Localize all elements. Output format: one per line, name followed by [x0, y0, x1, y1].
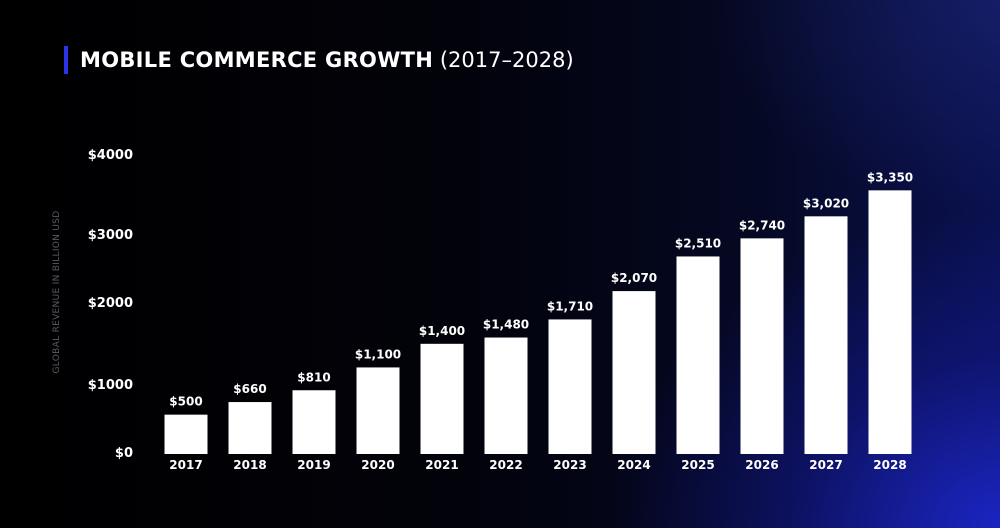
- bar-2024: [612, 291, 656, 454]
- data-label-2019: $810: [297, 370, 330, 384]
- data-label-2023: $1,710: [547, 299, 593, 313]
- x-tick-label-2026: 2026: [745, 458, 778, 472]
- chart-title-sub: (2017–2028): [439, 48, 574, 72]
- data-label-2027: $3,020: [803, 196, 849, 210]
- y-tick-label: $4000: [88, 148, 133, 163]
- data-label-2028: $3,350: [867, 170, 913, 184]
- x-tick-label-2024: 2024: [617, 458, 650, 472]
- data-label-2022: $1,480: [483, 318, 529, 332]
- data-label-2017: $500: [169, 395, 202, 409]
- bar-2017: [164, 414, 208, 454]
- data-label-2018: $660: [233, 382, 266, 396]
- bar-2019: [292, 390, 336, 454]
- bar-2028: [868, 190, 912, 455]
- bar-2022: [484, 337, 528, 454]
- y-tick-label: $2000: [88, 296, 133, 311]
- bar-2020: [356, 367, 400, 454]
- chart-title: MOBILE COMMERCE GROWTH (2017–2028): [80, 46, 574, 74]
- x-tick-label-2025: 2025: [681, 458, 714, 472]
- chart-title-main: MOBILE COMMERCE GROWTH: [80, 48, 434, 72]
- x-tick-label-2028: 2028: [873, 458, 906, 472]
- x-tick-label-2023: 2023: [553, 458, 586, 472]
- x-tick-label-2018: 2018: [233, 458, 266, 472]
- data-label-2025: $2,510: [675, 236, 721, 250]
- x-tick-label-2021: 2021: [425, 458, 458, 472]
- data-label-2026: $2,740: [739, 218, 785, 232]
- bar-2023: [548, 319, 592, 454]
- x-tick-label-2027: 2027: [809, 458, 842, 472]
- x-tick-label-2022: 2022: [489, 458, 522, 472]
- bar-2021: [420, 343, 464, 454]
- y-tick-label: $0: [115, 446, 133, 461]
- y-tick-label: $3000: [88, 228, 133, 243]
- bar-2018: [228, 402, 272, 454]
- bar-2027: [804, 216, 848, 454]
- data-label-2021: $1,400: [419, 324, 465, 338]
- y-tick-label: $1000: [88, 378, 133, 393]
- x-tick-label-2017: 2017: [169, 458, 202, 472]
- x-tick-label-2020: 2020: [361, 458, 394, 472]
- x-tick-label-2019: 2019: [297, 458, 330, 472]
- data-label-2020: $1,100: [355, 347, 401, 361]
- title-accent-bar: [64, 46, 68, 74]
- data-label-2024: $2,070: [611, 271, 657, 285]
- bar-2026: [740, 238, 784, 454]
- bar-2025: [676, 256, 720, 454]
